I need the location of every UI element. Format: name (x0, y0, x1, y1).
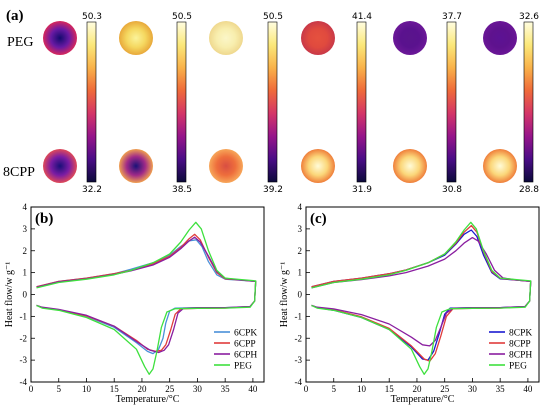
colorbar-2 (176, 21, 187, 183)
y-tick-label: -3 (295, 355, 303, 365)
colorbar-3 (267, 21, 278, 183)
x-tick-label: 25 (440, 384, 450, 394)
thermal-image-cpp-4 (301, 149, 335, 183)
series-line-8cpp (311, 224, 532, 362)
legend-entry: 8CPP (509, 340, 531, 350)
plot-frame (30, 206, 265, 383)
y-tick-label: -3 (20, 355, 28, 365)
colorbar-min-label: 31.9 (352, 185, 372, 195)
x-tick-label: 40 (248, 384, 258, 394)
y-tick-label: 1 (23, 268, 28, 278)
y-tick-label: 2 (23, 246, 28, 256)
thermal-image-cpp-1 (43, 149, 77, 183)
series-line-6cpk (36, 239, 257, 355)
x-tick-label: 30 (193, 384, 203, 394)
plot-frame (305, 206, 540, 383)
panel-a-thermal-images: (a) PEG 8CPP 50.3 32.2 50.5 38.5 50.5 39.2 41.… (3, 8, 539, 195)
colorbar-max-label: 32.6 (519, 12, 539, 22)
thermal-image-cpp-2 (119, 149, 153, 183)
y-tick-label: -2 (20, 333, 28, 343)
colorbar-min-label: 30.8 (442, 185, 462, 195)
y-tick-label: 0 (23, 290, 28, 300)
colorbar-min-label: 39.2 (263, 185, 283, 195)
y-axis-label: Heat flow/w g⁻¹ (279, 262, 290, 327)
legend-entry: PEG (509, 362, 527, 372)
x-tick-label: 20 (412, 384, 422, 394)
x-tick-label: 20 (137, 384, 147, 394)
panel-c-dsc-chart: (c) 0 5 10 15 20 25 30 35 40 -4 -3 -2 -1 0 1 2 3 4 Temperat… (279, 202, 540, 405)
colorbar-min-label: 28.8 (519, 185, 539, 195)
x-axis-label: Temperature/°C (391, 394, 455, 405)
series-line-peg (36, 221, 257, 375)
y-tick-label: 4 (23, 202, 28, 212)
y-tick-label: -4 (20, 377, 28, 387)
thermal-image-peg-2 (119, 21, 153, 55)
y-tick-label: -1 (20, 311, 28, 321)
colorbar-max-label: 37.7 (442, 12, 462, 22)
thermal-image-peg-6 (483, 21, 517, 55)
x-axis-label: Temperature/°C (116, 394, 180, 405)
legend-entry: 6CPK (234, 329, 257, 339)
x-tick-label: 10 (357, 384, 367, 394)
legend-entry: 6CPP (234, 340, 256, 350)
x-tick-label: 30 (468, 384, 478, 394)
y-tick-label: 3 (23, 224, 28, 234)
series-line-6cpp (36, 233, 257, 353)
y-tick-label: 2 (298, 246, 303, 256)
thermal-image-cpp-5 (393, 149, 427, 183)
x-tick-label: 0 (29, 384, 34, 394)
x-tick-label: 0 (304, 384, 309, 394)
y-tick-label: 3 (298, 224, 303, 234)
legend-entry: 8CPK (509, 329, 532, 339)
legend-entry: 8CPH (509, 351, 532, 361)
legend-entry: 6CPH (234, 351, 257, 361)
y-tick-label: 1 (298, 268, 303, 278)
thermal-image-cpp-3 (209, 149, 243, 183)
colorbar-max-label: 50.3 (82, 12, 102, 22)
colorbar-min-label: 38.5 (172, 185, 192, 195)
row-label-peg: PEG (7, 35, 33, 50)
x-tick-label: 15 (110, 384, 120, 394)
y-axis-label: Heat flow/w g⁻¹ (4, 262, 15, 327)
y-tick-label: -2 (295, 333, 303, 343)
series-line-8cph (311, 236, 532, 347)
series-line-peg (311, 221, 532, 375)
x-tick-label: 35 (221, 384, 231, 394)
panel-b-dsc-chart: (b) 0 5 10 15 20 25 30 35 40 -4 -3 -2 -1 0 1 2 3 4 Temperat… (4, 202, 265, 405)
x-tick-label: 25 (165, 384, 175, 394)
panel-a-label: (a) (6, 8, 24, 24)
row-label-8cpp: 8CPP (3, 165, 35, 180)
x-tick-label: 40 (523, 384, 533, 394)
x-tick-label: 35 (496, 384, 506, 394)
colorbar-4 (356, 21, 367, 183)
thermal-image-peg-4 (301, 21, 335, 55)
colorbar-6 (523, 21, 534, 183)
panel-label: (c) (310, 211, 327, 227)
x-tick-label: 10 (82, 384, 92, 394)
x-tick-label: 5 (331, 384, 336, 394)
series-line-8cpk (311, 229, 532, 361)
colorbar-5 (446, 21, 457, 183)
legend-entry: PEG (234, 362, 252, 372)
y-tick-label: 0 (298, 290, 303, 300)
colorbar-max-label: 50.5 (172, 12, 192, 22)
colorbar-1 (86, 21, 97, 183)
thermal-image-peg-5 (393, 21, 427, 55)
thermal-image-peg-1 (43, 21, 77, 55)
colorbar-max-label: 50.5 (263, 12, 283, 22)
thermal-image-cpp-6 (483, 149, 517, 183)
y-tick-label: 4 (298, 202, 303, 212)
x-tick-label: 15 (385, 384, 395, 394)
series-line-6cph (36, 236, 257, 354)
x-tick-label: 5 (56, 384, 61, 394)
y-tick-label: -4 (295, 377, 303, 387)
thermal-image-peg-3 (209, 21, 243, 55)
y-tick-label: -1 (295, 311, 303, 321)
colorbar-max-label: 41.4 (352, 12, 372, 22)
colorbar-min-label: 32.2 (82, 185, 102, 195)
panel-label: (b) (35, 211, 53, 227)
